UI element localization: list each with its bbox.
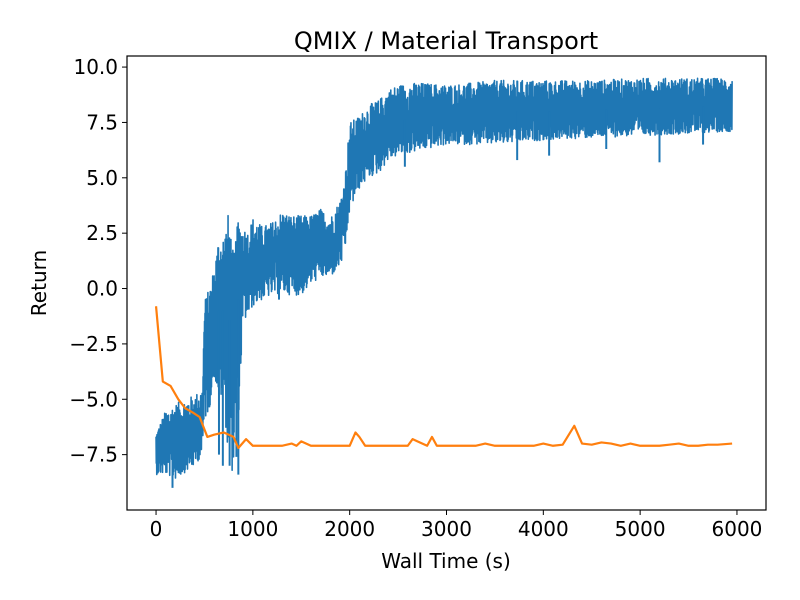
y-tick-label: 2.5 <box>86 221 118 245</box>
y-tick-label: 5.0 <box>86 166 118 190</box>
y-tick-label: 0.0 <box>86 277 118 301</box>
y-tick-label: −7.5 <box>69 443 118 467</box>
x-tick-label: 1000 <box>227 517 278 541</box>
plot-area <box>154 77 733 488</box>
x-tick-label: 4000 <box>518 517 569 541</box>
y-axis: −7.5 −5.0 −2.5 0.0 2.5 5.0 7.5 10.0 <box>69 55 127 467</box>
y-axis-label: Return <box>27 250 51 316</box>
x-tick-label: 0 <box>150 517 163 541</box>
series-2-line <box>154 306 733 450</box>
y-tick-label: 10.0 <box>73 55 118 79</box>
x-tick-label: 5000 <box>615 517 666 541</box>
x-tick-label: 2000 <box>324 517 375 541</box>
series-1-line <box>155 77 733 479</box>
y-tick-label: 7.5 <box>86 110 118 134</box>
y-tick-label: −5.0 <box>69 387 118 411</box>
x-axis: 0 1000 2000 3000 4000 5000 6000 <box>150 510 763 541</box>
x-axis-label: Wall Time (s) <box>381 549 511 573</box>
chart-title: QMIX / Material Transport <box>294 27 598 55</box>
x-tick-label: 3000 <box>421 517 472 541</box>
x-tick-label: 6000 <box>712 517 763 541</box>
y-tick-label: −2.5 <box>69 332 118 356</box>
